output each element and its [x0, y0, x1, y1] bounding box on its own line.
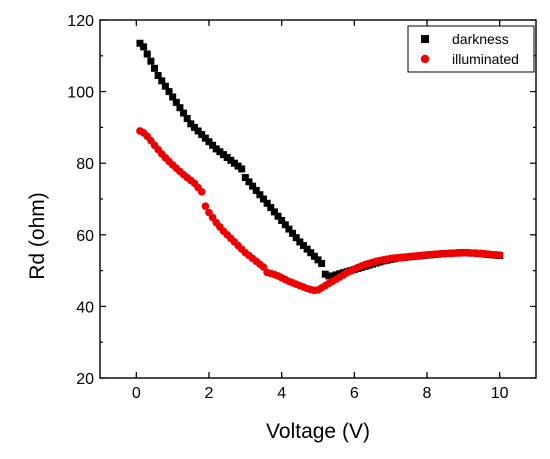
- data-point-darkness: [332, 271, 340, 279]
- data-point-darkness: [154, 71, 162, 79]
- data-point-darkness: [329, 272, 337, 280]
- data-point-darkness: [310, 252, 318, 260]
- data-point-darkness: [201, 134, 209, 142]
- data-point-darkness: [183, 114, 191, 122]
- data-point-darkness: [205, 138, 213, 146]
- data-point-darkness: [321, 270, 329, 278]
- data-point-darkness: [209, 141, 217, 149]
- plot-area-border: [99, 19, 537, 379]
- data-point-darkness: [223, 153, 231, 161]
- data-point-darkness: [180, 109, 188, 117]
- data-point-darkness: [318, 259, 326, 267]
- data-point-darkness: [234, 162, 242, 170]
- data-point-illuminated: [197, 188, 206, 196]
- data-point-darkness: [190, 123, 198, 131]
- data-point-darkness: [143, 50, 151, 58]
- data-point-darkness: [147, 57, 155, 65]
- x-tick-label: 8: [423, 385, 432, 402]
- data-point-darkness: [249, 182, 257, 190]
- data-point-darkness: [172, 98, 180, 106]
- data-point-darkness: [296, 238, 304, 246]
- y-tick-label: 40: [76, 299, 94, 316]
- data-point-darkness: [314, 256, 322, 264]
- data-point-darkness: [267, 204, 275, 212]
- y-tick-label: 120: [67, 13, 94, 30]
- data-point-darkness: [270, 208, 278, 216]
- data-point-darkness: [241, 174, 249, 182]
- y-tick-label: 20: [76, 371, 94, 388]
- data-point-darkness: [281, 221, 289, 229]
- data-point-darkness: [256, 191, 264, 199]
- legend-marker-darkness: [421, 35, 429, 43]
- data-point-darkness: [176, 104, 184, 112]
- legend-marker-illuminated: [420, 54, 430, 64]
- x-tick-label: 10: [491, 385, 509, 402]
- y-tick-label: 80: [76, 156, 94, 173]
- data-point-darkness: [230, 159, 238, 167]
- x-tick-label: 0: [132, 385, 141, 402]
- data-point-darkness: [227, 156, 235, 164]
- data-points: [136, 39, 504, 295]
- data-point-darkness: [198, 131, 206, 139]
- axis-tick-labels: 0 2 4 6 8 10 20 40 60 80 100 120: [67, 13, 508, 402]
- data-point-darkness: [252, 186, 260, 194]
- data-point-darkness: [187, 120, 195, 128]
- data-point-darkness: [307, 249, 315, 257]
- data-point-illuminated: [259, 263, 268, 271]
- axis-ticks: [100, 19, 536, 379]
- data-point-darkness: [245, 178, 253, 186]
- data-point-darkness: [194, 127, 202, 135]
- data-point-darkness: [285, 225, 293, 233]
- data-point-darkness: [289, 229, 297, 237]
- data-point-darkness: [165, 88, 173, 96]
- data-point-darkness: [212, 145, 220, 153]
- data-point-illuminated: [201, 202, 210, 210]
- x-tick-label: 4: [277, 385, 286, 402]
- data-point-darkness: [220, 151, 228, 159]
- y-tick-label: 60: [76, 228, 94, 245]
- plot-frame: [99, 19, 537, 379]
- data-point-darkness: [136, 39, 144, 47]
- legend-label-illuminated: illuminated: [452, 51, 519, 67]
- x-tick-label: 6: [350, 385, 359, 402]
- x-axis-title: Voltage (V): [266, 420, 370, 443]
- data-point-darkness: [238, 165, 246, 173]
- data-point-darkness: [292, 234, 300, 242]
- data-point-darkness: [260, 195, 267, 203]
- data-point-darkness: [299, 242, 307, 250]
- data-point-darkness: [274, 212, 282, 220]
- legend: darkness illuminated: [407, 25, 535, 73]
- legend-label-darkness: darkness: [452, 31, 509, 47]
- data-point-darkness: [263, 199, 271, 207]
- data-point-illuminated: [495, 251, 504, 260]
- data-point-darkness: [140, 43, 148, 51]
- data-point-darkness: [303, 245, 311, 253]
- data-point-darkness: [278, 216, 286, 224]
- legend-box: [407, 25, 535, 73]
- y-tick-label: 100: [67, 85, 94, 102]
- data-point-darkness: [151, 64, 158, 72]
- data-point-darkness: [325, 272, 333, 280]
- series-darkness: [136, 39, 504, 280]
- y-axis-title: Rd (ohm): [26, 192, 49, 280]
- series-illuminated: [136, 127, 504, 295]
- data-point-darkness: [216, 148, 224, 156]
- data-point-darkness: [169, 93, 177, 101]
- data-point-darkness: [161, 82, 169, 90]
- data-point-darkness: [158, 77, 166, 85]
- x-tick-label: 2: [205, 385, 214, 402]
